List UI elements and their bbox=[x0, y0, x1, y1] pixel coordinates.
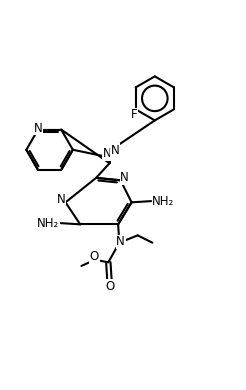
Text: NH₂: NH₂ bbox=[152, 195, 175, 207]
Text: N: N bbox=[120, 171, 129, 184]
Text: N: N bbox=[116, 236, 125, 248]
Text: N: N bbox=[110, 144, 119, 157]
Text: O: O bbox=[105, 280, 114, 293]
Text: N: N bbox=[34, 122, 42, 135]
Text: NH₂: NH₂ bbox=[37, 216, 59, 230]
Text: N: N bbox=[57, 193, 65, 206]
Text: F: F bbox=[130, 108, 137, 121]
Text: O: O bbox=[90, 250, 99, 263]
Text: N: N bbox=[103, 147, 111, 160]
